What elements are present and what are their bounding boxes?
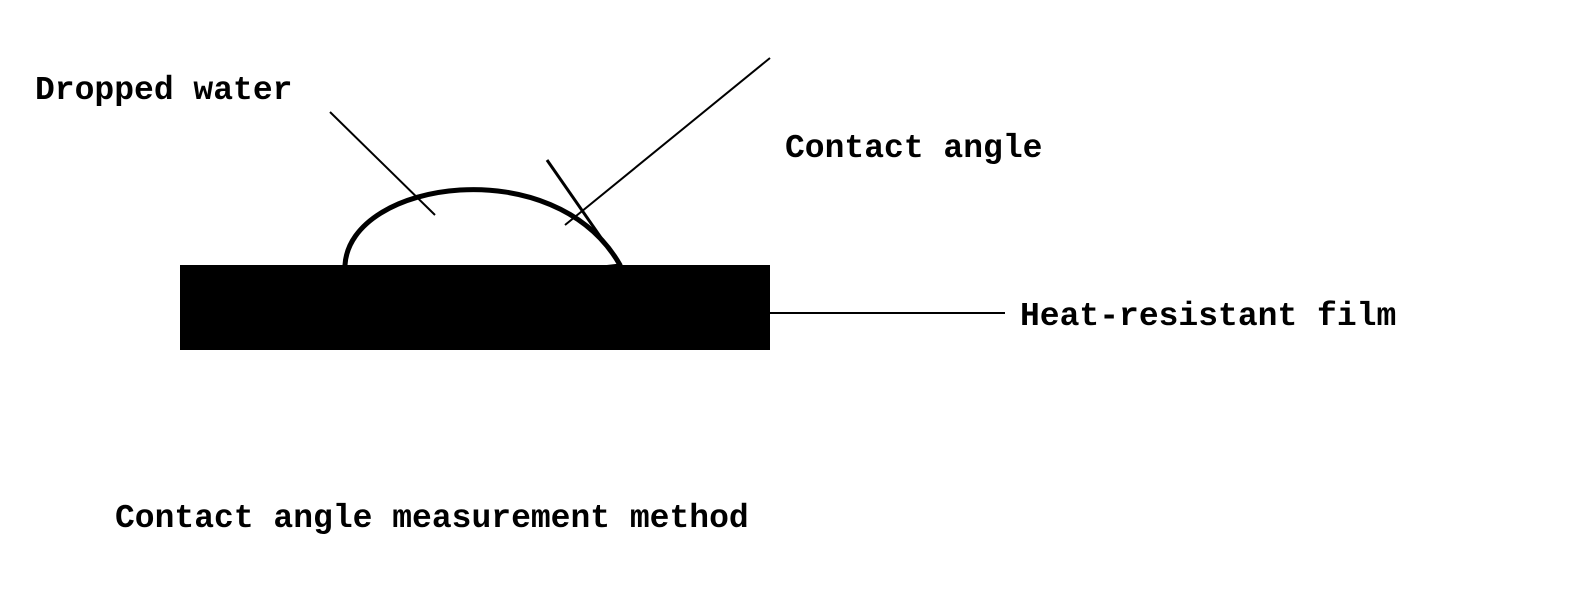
label-contact-angle: Contact angle [785, 130, 1042, 167]
diagram-caption: Contact angle measurement method [115, 500, 749, 537]
label-dropped-water: Dropped water [35, 72, 292, 109]
label-heat-resistant-film: Heat-resistant film [1020, 298, 1396, 335]
